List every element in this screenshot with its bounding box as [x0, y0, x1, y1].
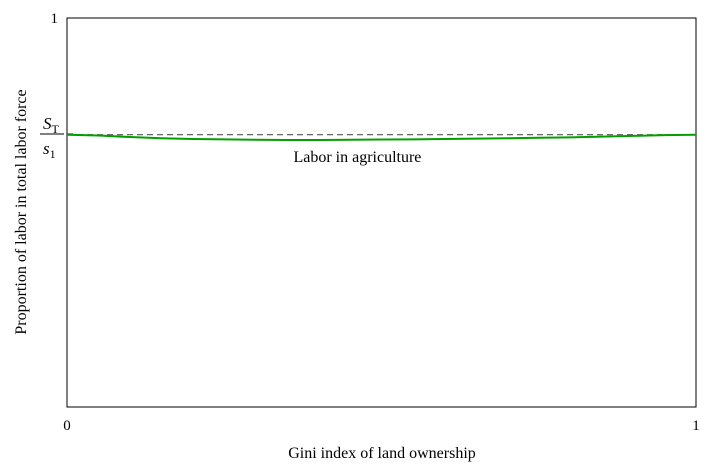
fraction-denominator: s: [43, 139, 50, 158]
series-line-labor-in-agriculture: [66, 133, 697, 141]
series-annotation: Labor in agriculture: [293, 149, 421, 166]
fraction-denominator-sub: 1: [50, 147, 56, 161]
fraction-numerator-sub: T: [52, 122, 60, 136]
svg-text:s1: s1: [43, 139, 56, 161]
y-axis-title: Proportion of labor in total labor force: [13, 89, 30, 334]
fraction-numerator: S: [43, 114, 52, 133]
x-axis-title: Gini index of land ownership: [288, 445, 476, 462]
plot-frame: [66, 17, 697, 408]
svg-text:ST: ST: [43, 114, 60, 136]
x-tick-label-1: 1: [692, 418, 700, 434]
x-tick-label-0: 0: [63, 418, 71, 434]
y-tick-label-1: 1: [51, 11, 59, 27]
y-reference-fraction: ST s1: [40, 114, 64, 161]
